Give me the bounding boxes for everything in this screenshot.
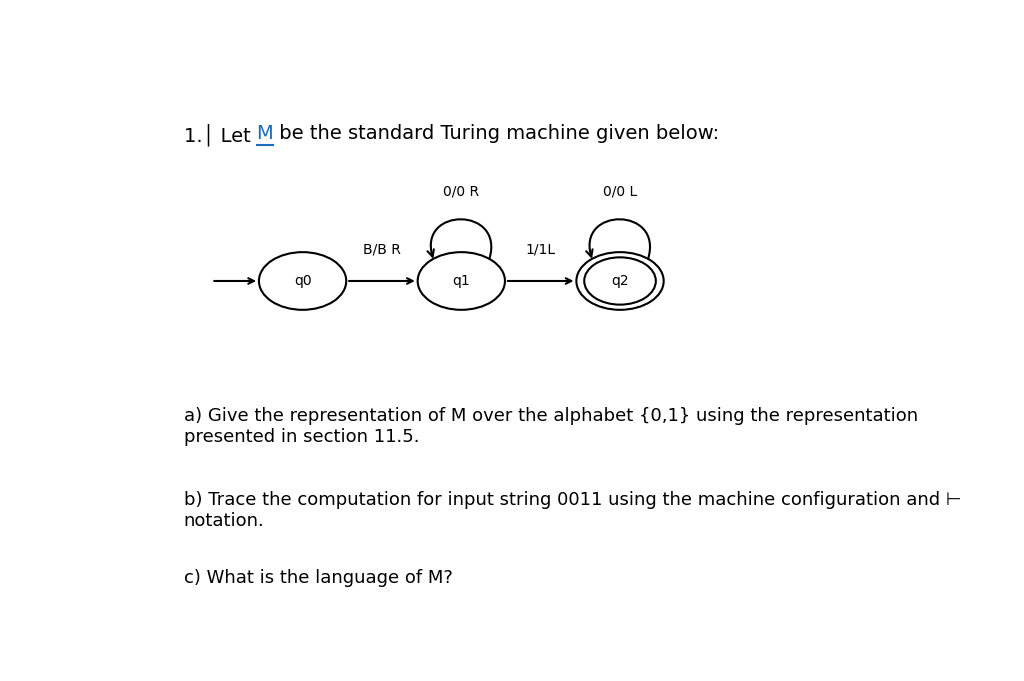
Text: c) What is the language of M?: c) What is the language of M?: [183, 569, 453, 588]
FancyArrowPatch shape: [586, 219, 650, 259]
Text: q1: q1: [453, 274, 470, 288]
Text: B/B R: B/B R: [364, 242, 400, 257]
FancyArrowPatch shape: [427, 219, 492, 259]
Text: q0: q0: [294, 274, 311, 288]
Text: 0/0 L: 0/0 L: [603, 185, 637, 199]
Text: 1.│ Let: 1.│ Let: [183, 124, 257, 146]
Text: b) Trace the computation for input string 0011 using the machine configuration a: b) Trace the computation for input strin…: [183, 491, 962, 530]
Text: M: M: [257, 124, 273, 143]
Text: a) Give the representation of M over the alphabet {0,1} using the representation: a) Give the representation of M over the…: [183, 407, 918, 445]
Text: 0/0 R: 0/0 R: [443, 185, 479, 199]
Text: q2: q2: [611, 274, 629, 288]
Text: 1/1L: 1/1L: [525, 242, 556, 257]
Text: be the standard Turing machine given below:: be the standard Turing machine given bel…: [273, 124, 720, 143]
